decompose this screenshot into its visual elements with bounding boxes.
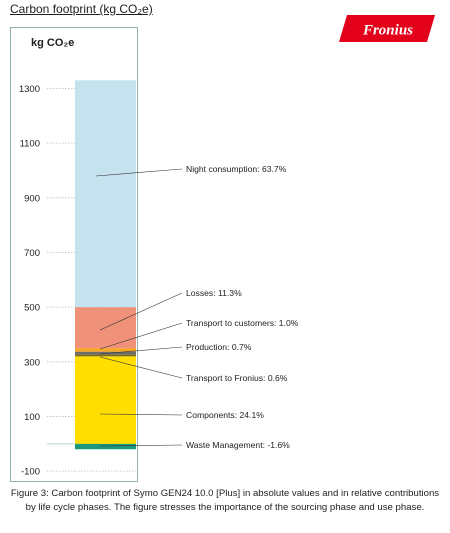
y-tick-label: 100 (24, 412, 40, 423)
bar-segment (75, 80, 136, 308)
y-tick-labels: -100 100 300 500 700 900 1100 1300 (19, 84, 40, 478)
leader-lines (95, 168, 183, 447)
logo-badge (339, 15, 435, 42)
leader-line (99, 444, 183, 447)
chart-frame (10, 27, 138, 482)
leader-line (99, 292, 183, 331)
segment-labels: Waste Management: -1.6% Components: 24.1%… (186, 164, 299, 450)
y-tick-label: -100 (21, 467, 40, 478)
leader-line (95, 168, 183, 177)
stacked-bar (75, 80, 136, 450)
page-title: Carbon footprint (kg CO₂e) (10, 2, 153, 16)
bar-segment (75, 354, 136, 357)
bar-segment (75, 351, 136, 355)
segment-label: Night consumption: 63.7% (186, 164, 287, 174)
leader-line (99, 356, 183, 379)
bar-segment (75, 356, 136, 444)
leader-line (99, 346, 183, 355)
y-axis-label: kg CO₂e (31, 37, 75, 49)
leader-line (99, 413, 183, 416)
y-tick-label: 300 (24, 357, 40, 368)
segment-label: Production: 0.7% (186, 342, 252, 352)
fronius-logo: Fronius (339, 15, 435, 42)
y-tick-label: 900 (24, 193, 40, 204)
bar-segment (75, 443, 136, 450)
y-tick-label: 1300 (19, 84, 40, 95)
y-tick-label: 1100 (20, 139, 40, 150)
segment-label: Transport to customers: 1.0% (186, 318, 299, 328)
figure-caption: Figure 3: Carbon footprint of Symo GEN24… (10, 488, 440, 513)
segment-label: Transport to Fronius: 0.6% (186, 373, 288, 383)
segment-label: Waste Management: -1.6% (186, 440, 290, 450)
leader-line (99, 322, 183, 350)
y-tick-label: 700 (24, 248, 40, 259)
bar-segment (75, 348, 136, 352)
logo-text: Fronius (362, 23, 413, 39)
segment-label: Losses: 11.3% (186, 288, 242, 298)
y-tick-label: 500 (24, 303, 40, 314)
segment-label: Components: 24.1% (186, 410, 264, 420)
